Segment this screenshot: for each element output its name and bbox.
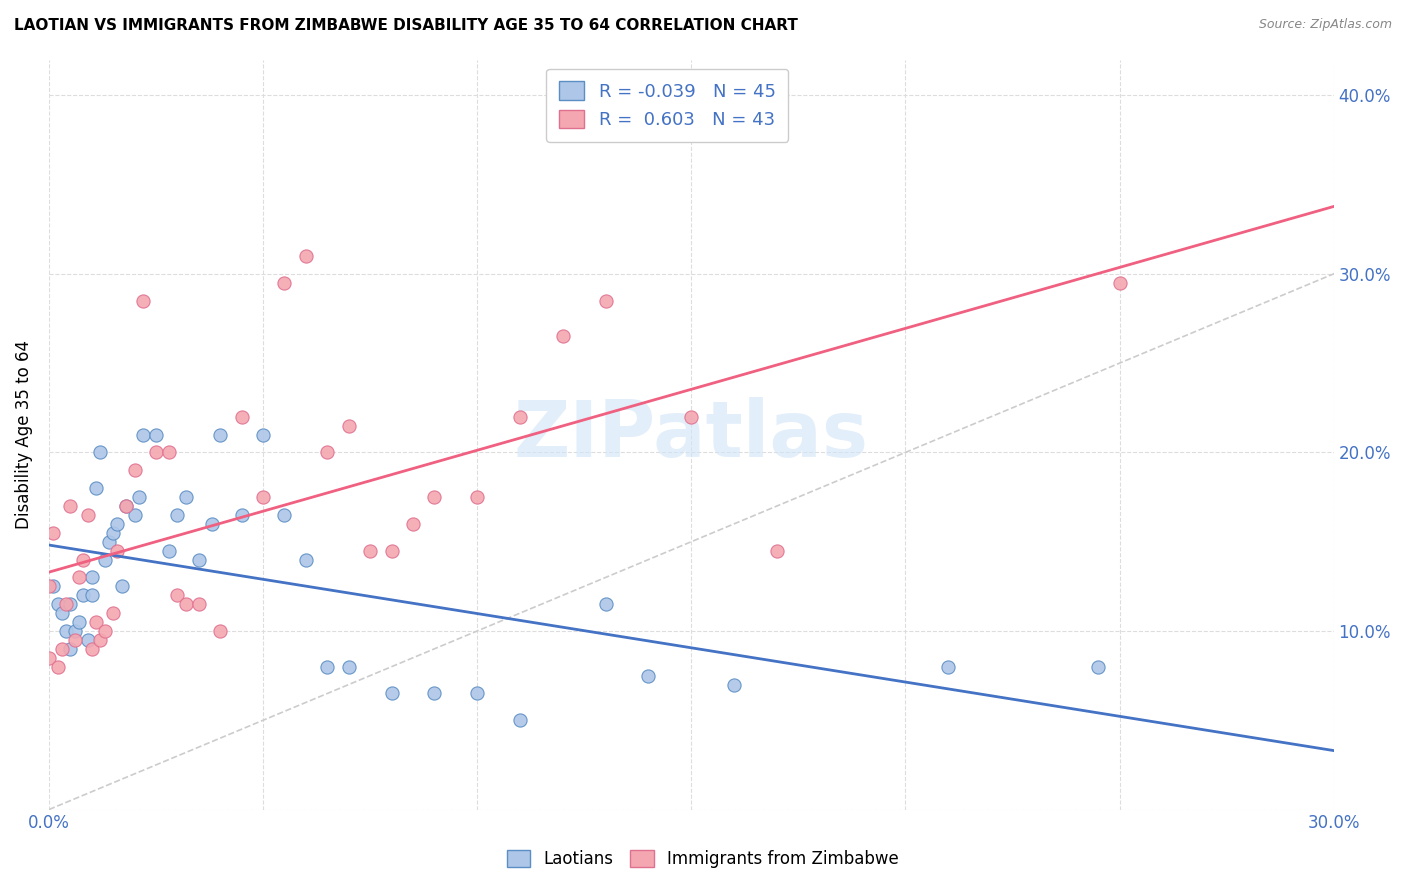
Point bbox=[423, 490, 446, 504]
Point bbox=[231, 409, 253, 424]
Point bbox=[103, 525, 125, 540]
Point bbox=[201, 516, 224, 531]
Point bbox=[316, 445, 339, 459]
Point bbox=[97, 534, 120, 549]
Point bbox=[359, 543, 381, 558]
Point bbox=[936, 659, 959, 673]
Point bbox=[509, 713, 531, 727]
Point bbox=[145, 427, 167, 442]
Point bbox=[132, 427, 155, 442]
Point bbox=[187, 597, 209, 611]
Point bbox=[115, 499, 138, 513]
Point bbox=[67, 615, 90, 629]
Point bbox=[84, 481, 107, 495]
Point bbox=[423, 686, 446, 700]
Point bbox=[681, 409, 703, 424]
Point bbox=[124, 508, 146, 522]
Point bbox=[465, 490, 488, 504]
Point bbox=[209, 624, 232, 638]
Point bbox=[509, 409, 531, 424]
Point bbox=[595, 597, 617, 611]
Point bbox=[42, 579, 65, 593]
Point bbox=[93, 552, 115, 566]
Point bbox=[595, 293, 617, 308]
Point bbox=[337, 659, 360, 673]
Point bbox=[273, 276, 295, 290]
Point bbox=[551, 329, 574, 343]
Point bbox=[63, 624, 86, 638]
Point bbox=[38, 650, 60, 665]
Point bbox=[723, 677, 745, 691]
Point bbox=[115, 499, 138, 513]
Point bbox=[46, 659, 69, 673]
Point bbox=[209, 427, 232, 442]
Point bbox=[67, 570, 90, 584]
Point bbox=[76, 632, 98, 647]
Point bbox=[128, 490, 150, 504]
Point bbox=[166, 588, 188, 602]
Point bbox=[252, 427, 274, 442]
Point bbox=[187, 552, 209, 566]
Point bbox=[166, 508, 188, 522]
Point bbox=[337, 418, 360, 433]
Point bbox=[107, 543, 129, 558]
Point bbox=[1108, 276, 1130, 290]
Y-axis label: Disability Age 35 to 64: Disability Age 35 to 64 bbox=[15, 340, 32, 529]
Point bbox=[380, 543, 402, 558]
Point bbox=[51, 606, 73, 620]
Point bbox=[295, 552, 318, 566]
Point bbox=[1087, 659, 1109, 673]
Point bbox=[174, 490, 197, 504]
Point bbox=[252, 490, 274, 504]
Point bbox=[273, 508, 295, 522]
Point bbox=[295, 249, 318, 263]
Point bbox=[55, 624, 77, 638]
Point bbox=[766, 543, 789, 558]
Point bbox=[76, 508, 98, 522]
Point bbox=[80, 588, 103, 602]
Point bbox=[132, 293, 155, 308]
Point bbox=[42, 525, 65, 540]
Text: ZIPatlas: ZIPatlas bbox=[513, 397, 869, 473]
Point bbox=[145, 445, 167, 459]
Point bbox=[38, 579, 60, 593]
Point bbox=[89, 445, 111, 459]
Point bbox=[103, 606, 125, 620]
Text: LAOTIAN VS IMMIGRANTS FROM ZIMBABWE DISABILITY AGE 35 TO 64 CORRELATION CHART: LAOTIAN VS IMMIGRANTS FROM ZIMBABWE DISA… bbox=[14, 18, 799, 33]
Text: Source: ZipAtlas.com: Source: ZipAtlas.com bbox=[1258, 18, 1392, 31]
Point bbox=[93, 624, 115, 638]
Point bbox=[51, 641, 73, 656]
Point bbox=[72, 588, 94, 602]
Point bbox=[637, 668, 659, 682]
Point bbox=[55, 597, 77, 611]
Point bbox=[59, 641, 82, 656]
Point bbox=[111, 579, 134, 593]
Point bbox=[89, 632, 111, 647]
Point bbox=[59, 597, 82, 611]
Point bbox=[63, 632, 86, 647]
Point bbox=[157, 445, 180, 459]
Point bbox=[72, 552, 94, 566]
Point bbox=[380, 686, 402, 700]
Point bbox=[465, 686, 488, 700]
Point bbox=[84, 615, 107, 629]
Legend: R = -0.039   N = 45, R =  0.603   N = 43: R = -0.039 N = 45, R = 0.603 N = 43 bbox=[546, 69, 789, 142]
Point bbox=[174, 597, 197, 611]
Point bbox=[157, 543, 180, 558]
Point bbox=[231, 508, 253, 522]
Point bbox=[124, 463, 146, 477]
Point bbox=[402, 516, 425, 531]
Point bbox=[80, 570, 103, 584]
Point bbox=[59, 499, 82, 513]
Point bbox=[316, 659, 339, 673]
Legend: Laotians, Immigrants from Zimbabwe: Laotians, Immigrants from Zimbabwe bbox=[501, 843, 905, 875]
Point bbox=[46, 597, 69, 611]
Point bbox=[80, 641, 103, 656]
Point bbox=[107, 516, 129, 531]
